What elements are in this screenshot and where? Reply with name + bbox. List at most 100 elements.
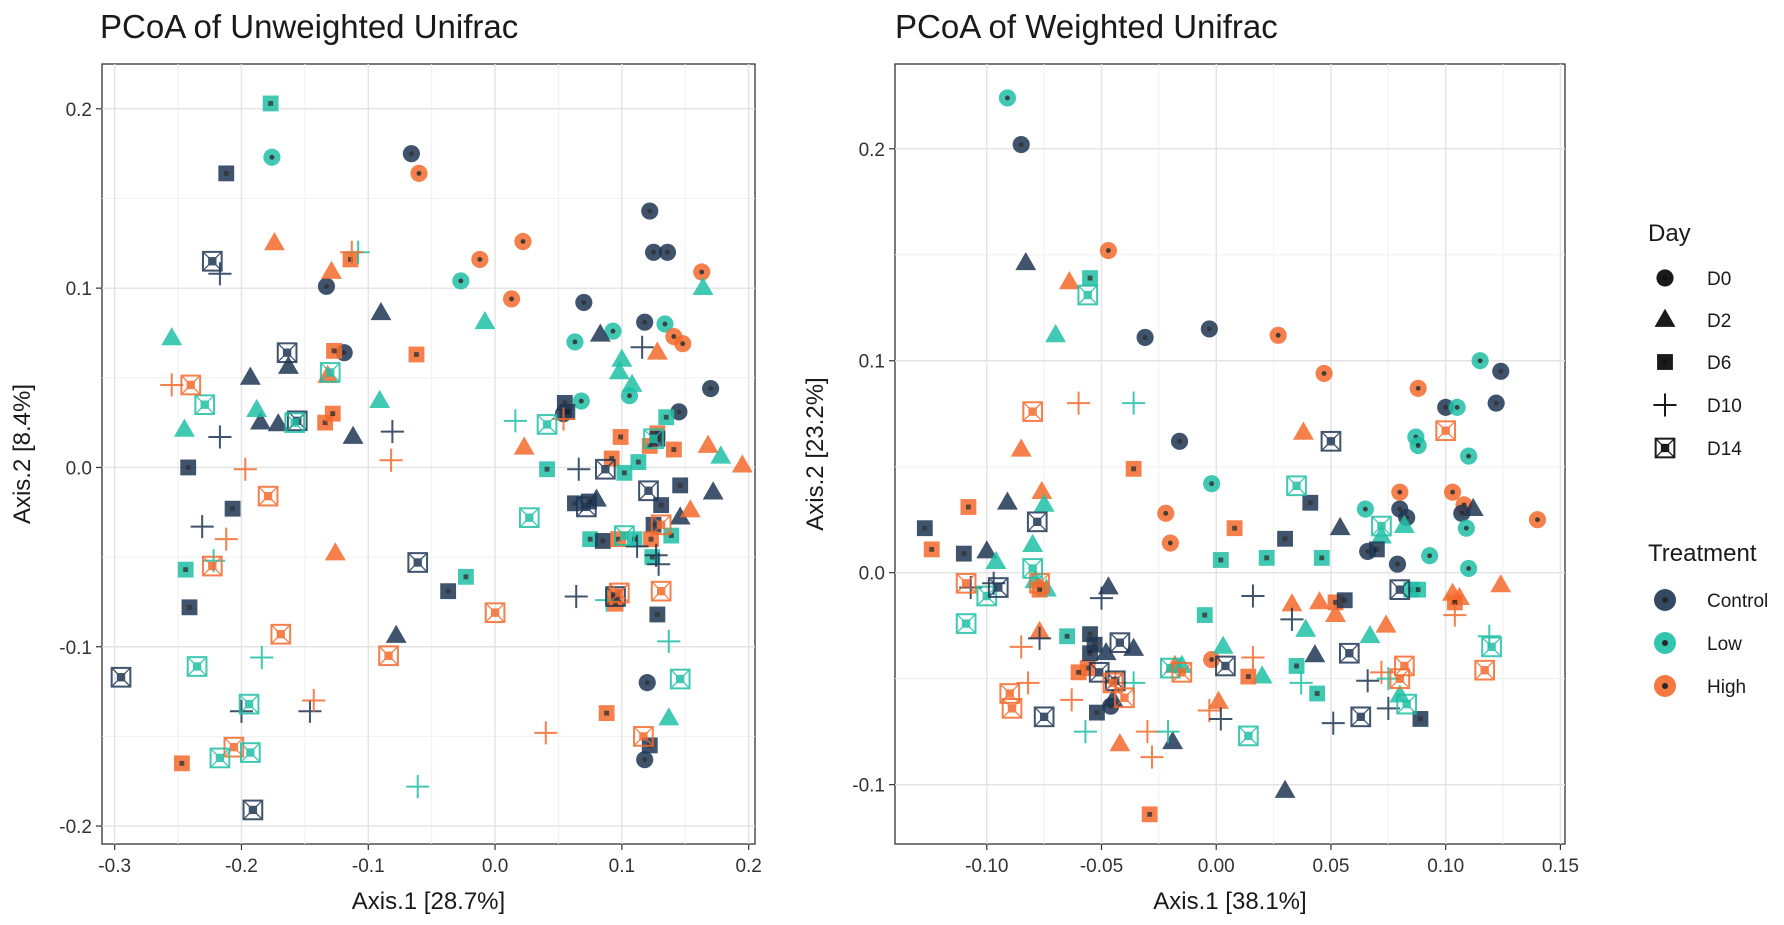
marker-triangle [1102, 688, 1124, 707]
marker-core [1028, 564, 1037, 573]
data-point [916, 520, 933, 537]
marker-center [615, 536, 621, 542]
marker-box [669, 668, 691, 690]
data-point [513, 436, 535, 455]
data-point [1412, 711, 1429, 727]
marker-center [680, 341, 686, 347]
marker-box [1320, 430, 1342, 452]
marker-center [544, 466, 550, 472]
marker-center [1307, 500, 1313, 506]
marker-box [284, 412, 306, 433]
marker-box [1286, 475, 1307, 497]
marker-triangle [1309, 591, 1330, 610]
marker-center [1202, 612, 1208, 618]
data-point [960, 499, 977, 515]
data-point [996, 491, 1018, 510]
data-point [582, 531, 599, 548]
marker-core [1028, 407, 1037, 416]
marker-center [1087, 631, 1093, 637]
marker-center [445, 588, 451, 594]
marker-center [663, 414, 669, 420]
legend-treatment-key [1654, 589, 1676, 611]
marker-center [1342, 597, 1348, 603]
legend-day-key [1654, 437, 1676, 459]
data-point [658, 707, 680, 726]
data-point [180, 459, 197, 476]
data-point [1089, 586, 1114, 610]
legend: Day D0 D2 D6 D10 D14 Treatment Control Low Hig… [1648, 220, 1768, 698]
data-point [638, 674, 656, 692]
marker-center [223, 170, 229, 176]
marker-center [1264, 555, 1270, 561]
data-point [1102, 672, 1124, 694]
data-point [410, 164, 428, 182]
data-point [1410, 581, 1427, 598]
data-point [1016, 671, 1040, 695]
data-point [218, 165, 235, 182]
marker-core [1115, 638, 1125, 647]
marker-center [1498, 368, 1504, 374]
marker-core [582, 502, 591, 512]
data-point [1280, 607, 1304, 631]
y-axis-label: Axis.2 [8.4%] [9, 384, 36, 524]
marker-core [1441, 426, 1450, 435]
data-point [194, 394, 216, 416]
data-point [539, 461, 555, 478]
y-tick-label: 0.0 [66, 458, 92, 479]
data-point [1171, 661, 1193, 683]
data-point [370, 301, 392, 321]
data-point [1022, 558, 1044, 579]
data-point [1338, 642, 1360, 664]
data-point [572, 392, 590, 410]
marker-core [961, 619, 971, 628]
data-point [160, 373, 184, 397]
marker-center [1167, 540, 1173, 546]
plot-panel [101, 63, 756, 845]
marker-box [1109, 632, 1131, 653]
data-point [1028, 626, 1052, 650]
data-point [1022, 533, 1044, 553]
marker-core [649, 434, 658, 443]
marker-core [1395, 674, 1404, 683]
marker-center [1415, 587, 1421, 593]
marker-center [1275, 332, 1281, 338]
marker-core [276, 630, 285, 639]
marker-core [1377, 521, 1386, 531]
data-point [276, 342, 298, 364]
x-tick-label: 0.05 [1312, 856, 1349, 877]
marker-triangle [996, 491, 1018, 510]
x-tick-label: -0.05 [1080, 856, 1123, 877]
marker-center [649, 554, 655, 560]
marker-center [1395, 561, 1400, 567]
data-point [246, 398, 268, 417]
data-point [1269, 326, 1287, 344]
data-point [1070, 664, 1087, 681]
data-point [1258, 549, 1275, 566]
marker-core [1292, 481, 1301, 490]
marker-box [1029, 572, 1050, 594]
marker-center [322, 420, 328, 426]
data-point [1325, 603, 1346, 622]
data-point [611, 348, 633, 367]
data-point [1409, 436, 1427, 455]
marker-core [1487, 642, 1496, 652]
marker-box [643, 428, 664, 450]
legend-treatment-key [1654, 675, 1676, 697]
marker-triangle [658, 707, 680, 726]
marker-center [1459, 510, 1465, 516]
marker-core [1007, 704, 1017, 713]
data-point [238, 693, 260, 715]
marker-core [1480, 666, 1489, 675]
data-point [658, 243, 677, 261]
marker-center [324, 283, 329, 289]
marker-triangle [1490, 574, 1512, 593]
marker-triangle [1058, 271, 1080, 290]
data-point [270, 623, 292, 645]
marker-box [1159, 657, 1181, 679]
data-point [263, 148, 281, 166]
marker-center [1418, 716, 1423, 722]
data-point [298, 699, 322, 723]
marker-center [414, 352, 419, 357]
marker-triangle [1031, 480, 1053, 500]
data-point [208, 425, 232, 449]
